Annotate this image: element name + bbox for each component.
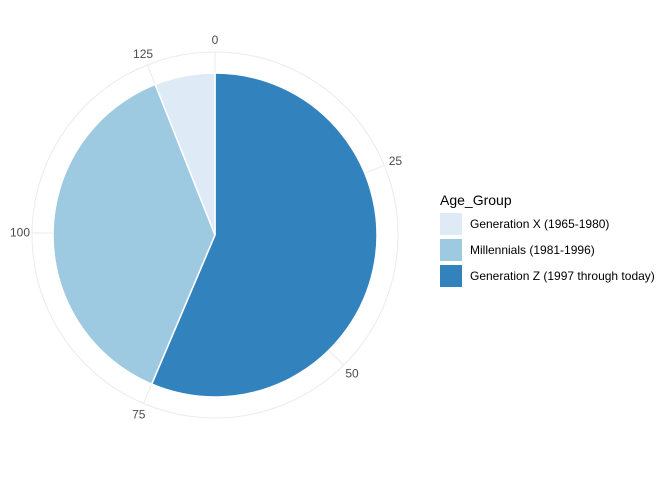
theta-tick-label: 75 (132, 407, 146, 421)
legend: Age_Group Generation X (1965-1980) Millen… (440, 192, 655, 287)
legend-items: Generation X (1965-1980) Millennials (198… (440, 213, 655, 287)
legend-label: Generation X (1965-1980) (470, 217, 609, 231)
grid-spoke (147, 64, 157, 86)
legend-label: Generation Z (1997 through today) (470, 269, 655, 283)
theta-tick-label: 50 (345, 367, 359, 381)
legend-key (440, 265, 462, 287)
polar-grid (31, 51, 399, 419)
pie-slice-3 (150, 72, 378, 398)
grid-spoke (327, 349, 344, 366)
pie-slices (52, 72, 378, 398)
legend-label: Millennials (1981-1996) (470, 243, 595, 257)
theta-tick-label: 25 (389, 154, 403, 168)
grid-spoke (363, 165, 385, 175)
legend-title: Age_Group (440, 192, 512, 208)
theta-tick-labels: 0 25 50 75 100 125 (10, 33, 402, 421)
pie-slice-1 (154, 72, 216, 236)
legend-key (440, 239, 462, 261)
theta-tick-label: 100 (10, 226, 30, 240)
pie-slice-2 (52, 83, 216, 386)
legend-key (440, 213, 462, 235)
theta-tick-label: 125 (133, 47, 153, 61)
grid-spoke (143, 382, 153, 404)
theta-tick-label: 0 (212, 33, 219, 47)
